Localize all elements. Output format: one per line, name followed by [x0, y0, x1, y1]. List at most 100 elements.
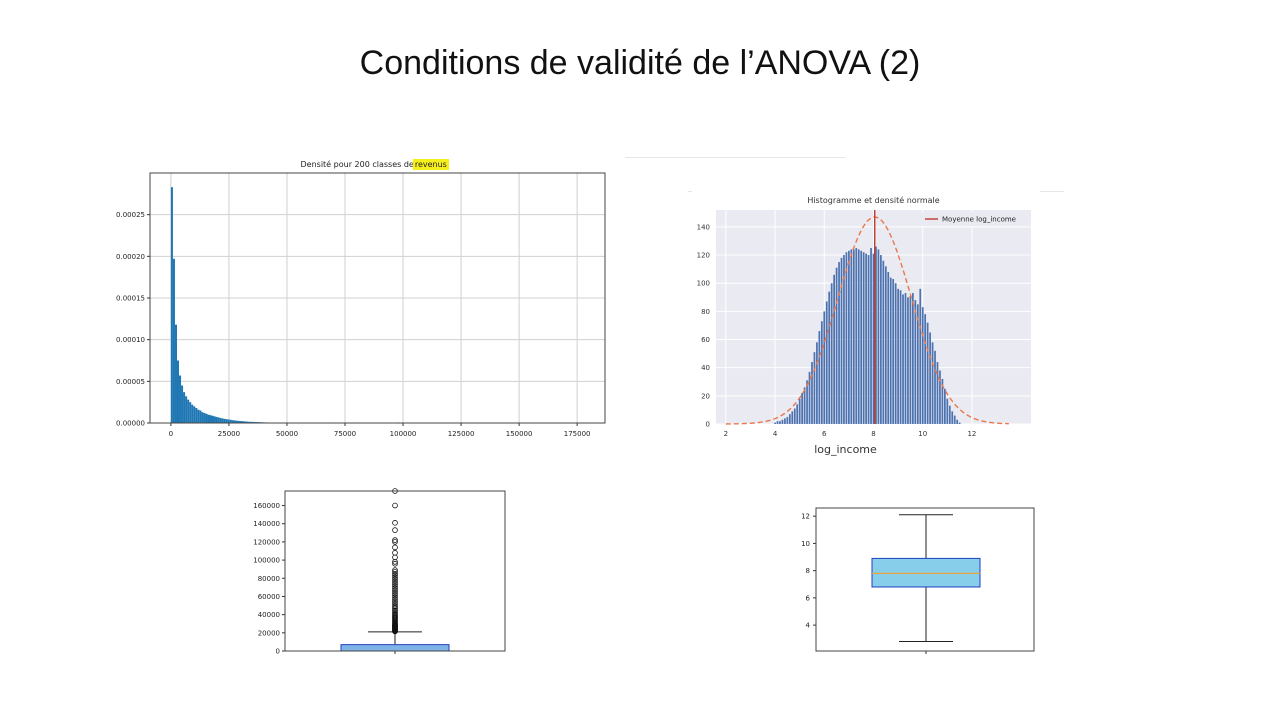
histogram-bar — [820, 321, 823, 424]
y-tick-label: 0.00015 — [116, 295, 145, 303]
histogram-bar — [884, 266, 887, 424]
y-tick-label: 160000 — [253, 502, 280, 510]
histogram-bar — [244, 421, 247, 423]
histogram-bar — [219, 418, 222, 423]
histogram-bar — [191, 404, 194, 423]
outlier-point — [392, 587, 398, 593]
histogram-bar — [252, 421, 255, 423]
y-tick-label: 12 — [801, 513, 810, 521]
histogram-bar — [902, 294, 904, 424]
histogram-bar — [880, 255, 882, 424]
decorative-line — [625, 157, 845, 158]
histogram-bar — [892, 278, 895, 424]
histogram-bar — [897, 288, 899, 424]
outlier-point — [392, 576, 398, 582]
log-income-histogram-panel: 2 4 6 8 10 12 0 20 40 60 80 100 120 140 Moyenne log_in… — [688, 190, 1038, 462]
y-tick-label: 100000 — [253, 557, 280, 565]
y-tick-label: 0.00010 — [116, 336, 145, 344]
histogram-bar — [215, 416, 218, 423]
y-tick-label: 6 — [806, 594, 811, 602]
y-tick-label: 60000 — [258, 593, 280, 601]
histogram-bar — [865, 253, 867, 424]
outlier-point — [392, 537, 398, 543]
histogram-bar — [916, 304, 919, 424]
histogram-bar — [187, 399, 190, 423]
histogram-bar — [237, 420, 240, 423]
histogram-bar — [936, 362, 939, 424]
y-tick-label: 80000 — [258, 575, 280, 583]
legend-box — [921, 212, 1027, 226]
y-tick-label: 140000 — [253, 520, 280, 528]
histogram-bar — [835, 267, 838, 424]
histogram-bar — [813, 352, 816, 424]
histogram-bar — [229, 419, 232, 423]
x-tick-label: 25000 — [218, 430, 240, 438]
outlier-point — [392, 550, 398, 556]
y-tick-label: 0.00020 — [116, 253, 145, 261]
histogram-bar — [183, 392, 186, 423]
histogram-bar — [801, 393, 803, 424]
outlier-point — [392, 581, 398, 588]
histogram-bar — [806, 380, 808, 424]
y-tick-label: 0.00000 — [116, 420, 145, 428]
histogram-bar — [786, 416, 789, 424]
histogram-bar — [899, 290, 902, 424]
histogram-bar — [201, 412, 204, 423]
histogram-bar — [956, 419, 959, 424]
outlier-point — [392, 578, 398, 584]
y-tick-label: 100 — [697, 280, 710, 288]
x-tick-label: 10 — [918, 430, 927, 438]
outlier-point — [392, 603, 398, 610]
histogram-bar — [855, 248, 858, 424]
chart-title: Densité pour 200 classes de — [301, 159, 414, 169]
histogram-bar — [791, 411, 794, 424]
histogram-bar — [233, 420, 236, 423]
histogram-bar — [796, 404, 799, 424]
histogram-bar — [203, 413, 206, 423]
histogram-bar — [816, 342, 818, 424]
histogram-bar — [803, 387, 806, 424]
outlier-point — [392, 589, 398, 595]
histogram-bar — [862, 252, 865, 424]
y-tick-label: 0 — [706, 421, 710, 429]
outlier-point — [392, 594, 398, 601]
histogram-bar — [205, 413, 208, 423]
histogram-bar — [181, 385, 184, 423]
histogram-bar — [953, 415, 956, 424]
histogram-bar — [926, 322, 929, 424]
plot-frame — [815, 507, 1035, 652]
normal-density-curve — [725, 216, 1009, 425]
histogram-bar — [850, 249, 853, 424]
y-tick-label: 40 — [701, 364, 710, 372]
histogram-bar — [912, 293, 914, 424]
histogram-bar — [172, 258, 175, 423]
y-tick-label: 20 — [701, 392, 710, 400]
chart-title: Histogramme et densité normale — [807, 195, 939, 205]
y-tick-label: 10 — [801, 540, 810, 548]
histogram-bar — [174, 324, 177, 423]
x-tick-label: 150000 — [506, 430, 533, 438]
histogram-bar — [830, 283, 833, 424]
outlier-point — [392, 585, 398, 592]
x-tick-label: 0 — [169, 430, 173, 438]
outlier-point — [392, 580, 398, 586]
histogram-bar — [929, 332, 931, 424]
histogram-bar — [248, 421, 251, 423]
histogram-bar — [225, 419, 228, 423]
plot-frame — [149, 172, 606, 424]
histogram-bar — [798, 398, 801, 424]
histogram-bar — [828, 291, 831, 424]
histogram-bar — [213, 416, 216, 423]
histogram-bar — [774, 422, 776, 424]
histogram-bar — [250, 421, 253, 423]
histogram-bar — [872, 253, 875, 424]
outlier-point — [392, 502, 398, 509]
y-tick-label: 8 — [806, 567, 810, 575]
histogram-bar — [907, 297, 909, 424]
log-income-boxplot-chart: 4 6 8 10 12 — [801, 507, 1035, 654]
outlier-point — [392, 600, 398, 606]
histogram-bar — [211, 415, 214, 423]
y-tick-label: 120 — [697, 252, 710, 260]
histogram-bar — [217, 417, 220, 423]
x-tick-label: 6 — [822, 430, 827, 438]
